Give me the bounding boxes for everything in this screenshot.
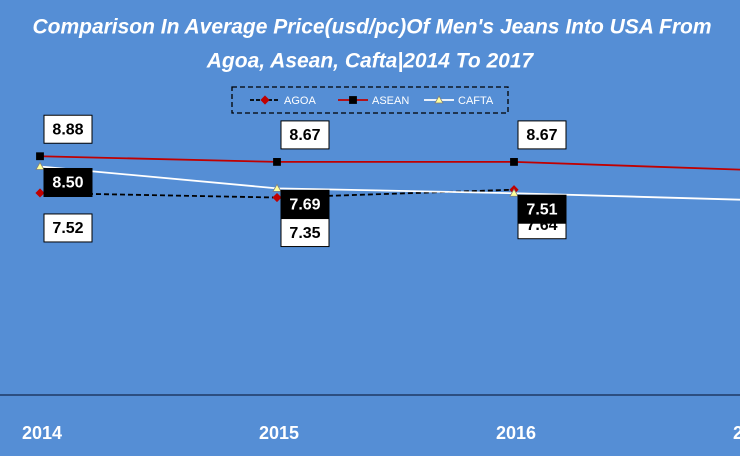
marker [272, 192, 282, 203]
x-tick-label: 2017 [733, 423, 740, 443]
legend-box [231, 86, 509, 114]
marker [35, 161, 45, 170]
marker [273, 158, 281, 166]
x-tick-label: 2014 [22, 423, 62, 443]
legend-label: ASEAN [372, 95, 409, 107]
label-box [517, 120, 567, 150]
legend-marker [434, 95, 444, 104]
legend-marker [349, 96, 357, 104]
legend-label: AGOA [284, 95, 316, 107]
label-box [43, 213, 93, 243]
label-box [280, 218, 330, 248]
label-box [43, 168, 93, 197]
marker [510, 158, 518, 166]
data-label: 7.35 [289, 225, 320, 242]
data-label: 7.52 [52, 220, 83, 237]
series-line [39, 165, 740, 201]
legend-label: CAFTA [458, 95, 494, 107]
data-label: 8.67 [526, 127, 557, 144]
label-box [280, 189, 330, 219]
data-label: 7.69 [289, 197, 320, 214]
label-box [43, 114, 93, 144]
data-label: 8.67 [289, 127, 320, 144]
x-tick-label: 2015 [259, 423, 299, 443]
chart-subtitle: Agoa, Asean, Cafta|2014 To 2017 [206, 50, 535, 73]
chart-title: Comparison In Average Price(usd/pc)Of Me… [32, 16, 711, 39]
legend-marker [260, 95, 270, 105]
label-box [280, 120, 330, 150]
series-line [39, 155, 740, 171]
marker [35, 188, 45, 198]
marker [509, 188, 519, 197]
marker [272, 183, 282, 192]
data-label: 8.88 [52, 121, 83, 138]
data-label: 8.50 [52, 175, 83, 192]
label-box [517, 194, 567, 224]
data-label: 7.51 [526, 201, 557, 218]
marker [36, 152, 44, 161]
x-tick-label: 2016 [496, 423, 536, 443]
